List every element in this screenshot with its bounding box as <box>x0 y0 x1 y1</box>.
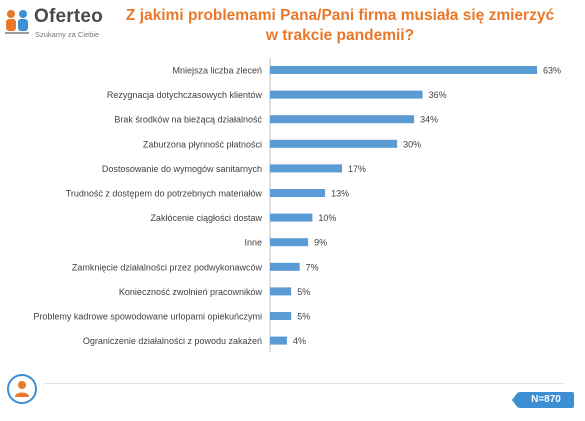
category-label: Zakłócenie ciągłości dostaw <box>150 213 262 223</box>
logo-people-icon <box>5 10 29 34</box>
bar <box>270 115 415 124</box>
category-label: Rezygnacja dotychczasowych klientów <box>107 90 263 100</box>
bar <box>270 189 326 197</box>
bar <box>270 336 287 345</box>
category-label: Zamknięcie działalności przez podwykonaw… <box>72 262 263 272</box>
bar <box>270 90 423 99</box>
chart-title-line-1: Z jakimi problemami Pana/Pani firma musi… <box>125 7 555 24</box>
category-label: Zaburzona płynność płatności <box>143 139 262 149</box>
bar <box>270 66 537 74</box>
category-label: Trudność z dostępem do potrzebnych mater… <box>66 189 263 199</box>
bar <box>270 312 292 320</box>
user-icon <box>15 381 29 397</box>
bar <box>270 213 313 222</box>
bar <box>270 164 343 173</box>
value-label: 5% <box>297 287 310 297</box>
oferteo-logo: Oferteo Szukamy za Ciebie <box>4 4 114 44</box>
bar <box>270 262 300 271</box>
bar <box>270 238 309 247</box>
brand-name: Oferteo <box>34 6 103 27</box>
footer-divider <box>44 383 564 384</box>
value-label: 7% <box>306 262 319 272</box>
category-label: Problemy kadrowe spowodowane urlopami op… <box>33 312 262 322</box>
brand-tagline: Szukamy za Ciebie <box>35 30 100 39</box>
value-label: 13% <box>331 189 349 199</box>
chart-title: Z jakimi problemami Pana/Pani firma musi… <box>120 6 560 46</box>
value-label: 9% <box>314 238 327 248</box>
bar-chart: Mniejsza liczba zleceń 63% Rezygnacja doty… <box>33 58 561 353</box>
value-label: 17% <box>348 164 366 174</box>
bar <box>270 287 292 296</box>
value-label: 36% <box>429 90 447 100</box>
value-label: 4% <box>293 336 306 346</box>
category-label: Brak środków na bieżącą działalność <box>114 115 262 125</box>
category-label: Ograniczenie działalności z powodu zakaż… <box>83 336 262 346</box>
value-label: 10% <box>318 213 336 223</box>
category-label: Dostosowanie do wymogów sanitarnych <box>102 164 262 174</box>
value-label: 5% <box>297 312 310 322</box>
value-label: 63% <box>543 66 561 76</box>
user-badge <box>7 374 37 404</box>
category-label: Konieczność zwolnień pracowników <box>119 287 263 297</box>
category-label: Inne <box>244 238 262 248</box>
value-label: 30% <box>403 139 421 149</box>
sample-size-badge: N=870 <box>512 392 574 408</box>
chart-title-line-2: w trakcie pandemii? <box>265 27 415 44</box>
bar <box>270 139 398 148</box>
value-label: 34% <box>420 115 438 125</box>
category-label: Mniejsza liczba zleceń <box>172 66 262 76</box>
